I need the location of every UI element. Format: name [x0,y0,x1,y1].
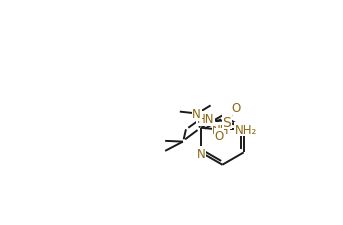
Text: S: S [222,115,231,129]
Text: N: N [192,108,201,121]
Text: O: O [214,129,224,142]
Text: O: O [232,102,241,115]
Text: NH₂: NH₂ [235,123,257,136]
Text: NH: NH [212,123,230,136]
Text: HN: HN [197,112,214,126]
Text: N: N [197,147,205,160]
